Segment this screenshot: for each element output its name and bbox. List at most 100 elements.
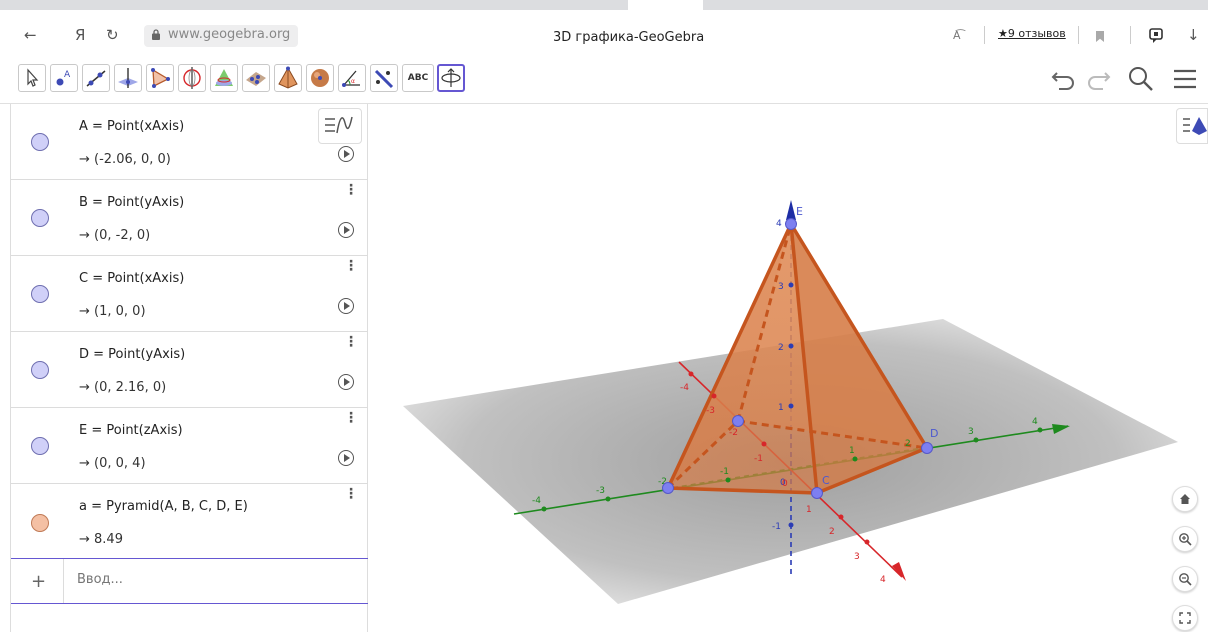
definition-text: D = Point(yAxis) [79, 347, 186, 362]
point-e[interactable] [785, 218, 797, 230]
reflect-tool-icon[interactable] [370, 64, 398, 92]
zoom-out-icon[interactable] [1172, 566, 1198, 592]
edge-ab-hidden [666, 419, 740, 490]
algebra-row-c[interactable]: C = Point(xAxis) → (1, 0, 0) ⋮ [11, 256, 368, 332]
svg-text:A: A [64, 70, 71, 80]
browser-logo-icon[interactable]: Я [75, 26, 86, 44]
point-a[interactable] [732, 415, 744, 427]
search-icon[interactable] [1126, 64, 1156, 94]
angle-tool-icon[interactable]: α [338, 64, 366, 92]
more-options-icon[interactable]: ⋮ [344, 334, 358, 350]
point-c[interactable] [811, 487, 823, 499]
page-title: 3D графика-GeoGebra [553, 30, 705, 45]
point-label-c: C [822, 474, 830, 487]
visibility-toggle[interactable] [31, 133, 49, 151]
edge-bd-hidden [737, 419, 928, 450]
algebra-row-pyramid[interactable]: a = Pyramid(A, B, C, D, E) → 8.49 ⋮ [11, 484, 368, 558]
x-tick-label: -1 [754, 454, 763, 464]
intersect-surfaces-tool-icon[interactable] [210, 64, 238, 92]
circle-axis-tool-icon[interactable] [178, 64, 206, 92]
z-tick-label: 4 [776, 219, 782, 229]
value-text: → 8.49 [79, 532, 123, 547]
more-options-icon[interactable]: ⋮ [344, 410, 358, 426]
x-tick-label: -2 [729, 428, 738, 438]
svg-text:α: α [351, 78, 355, 85]
z-tick-label: 0 [780, 478, 786, 488]
algebra-input[interactable] [77, 572, 337, 587]
visibility-toggle[interactable] [31, 209, 49, 227]
move-tool-icon[interactable] [18, 64, 46, 92]
value-text: → (1, 0, 0) [79, 304, 146, 319]
tab-strip [0, 0, 628, 10]
translate-icon[interactable]: A͡ [953, 29, 961, 42]
edge-ae-hidden [736, 223, 793, 422]
algebra-row-a[interactable]: A = Point(xAxis) → (-2.06, 0, 0) [11, 104, 368, 180]
point-tool-icon[interactable]: A [50, 64, 78, 92]
redo-button[interactable] [1084, 64, 1114, 94]
x-tick-label: 0 [782, 479, 788, 489]
tab-strip-right [703, 0, 1208, 10]
add-input-button[interactable]: + [31, 571, 47, 592]
bookmark-icon[interactable] [1096, 31, 1104, 42]
pyramid-tool-icon[interactable] [274, 64, 302, 92]
home-icon[interactable] [1172, 486, 1198, 512]
definition-text: E = Point(zAxis) [79, 423, 183, 438]
divider [1130, 26, 1131, 44]
divider [63, 559, 64, 603]
y-tick-label: -2 [658, 477, 667, 487]
algebra-style-bar-button[interactable] [318, 108, 362, 144]
download-button[interactable]: ↓ [1187, 26, 1200, 44]
point-label-e: E [796, 205, 803, 218]
visibility-toggle[interactable] [31, 361, 49, 379]
play-animation-button[interactable] [338, 374, 354, 390]
3d-scene[interactable]: -1 0 1 2 3 4 -4 -3 -2 -1 1 2 3 4 -4 -3 -… [368, 104, 1208, 632]
x-tick-label: 3 [854, 552, 860, 562]
play-animation-button[interactable] [338, 146, 354, 162]
point-d[interactable] [921, 442, 933, 454]
line-tool-icon[interactable] [82, 64, 110, 92]
play-animation-button[interactable] [338, 450, 354, 466]
algebra-row-b[interactable]: B = Point(yAxis) → (0, -2, 0) ⋮ [11, 180, 368, 256]
z-tick-label: 2 [778, 343, 784, 353]
menu-icon[interactable] [1170, 64, 1200, 94]
address-bar[interactable]: www.geogebra.org [144, 25, 299, 47]
fullscreen-icon[interactable] [1172, 605, 1198, 631]
perpendicular-plane-tool-icon[interactable] [114, 64, 142, 92]
url-text: www.geogebra.org [168, 27, 291, 42]
input-bar[interactable]: + [11, 558, 368, 604]
point-b[interactable] [662, 482, 674, 494]
undo-button[interactable] [1048, 64, 1078, 94]
algebra-row-e[interactable]: E = Point(zAxis) → (0, 0, 4) ⋮ [11, 408, 368, 484]
text-tool-label: ABC [407, 73, 429, 83]
visibility-toggle[interactable] [31, 285, 49, 303]
value-text: → (0, 2.16, 0) [79, 380, 167, 395]
text-tool-icon[interactable]: ABC [402, 64, 434, 92]
graphics-3d-view[interactable]: -1 0 1 2 3 4 -4 -3 -2 -1 1 2 3 4 -4 -3 -… [368, 104, 1208, 632]
y-axis-arrow [1052, 424, 1070, 434]
more-options-icon[interactable]: ⋮ [344, 486, 358, 502]
more-options-icon[interactable]: ⋮ [344, 182, 358, 198]
zoom-in-icon[interactable] [1172, 526, 1198, 552]
z-axis-ticks: -1 0 1 2 3 4 [772, 219, 794, 532]
edge-bc [667, 486, 818, 495]
back-button[interactable]: ← [24, 26, 37, 44]
algebra-row-d[interactable]: D = Point(yAxis) → (0, 2.16, 0) ⋮ [11, 332, 368, 408]
sphere-tool-icon[interactable] [306, 64, 334, 92]
plane-three-points-tool-icon[interactable] [242, 64, 270, 92]
y-tick-label: 3 [968, 427, 974, 437]
reload-button[interactable]: ↻ [106, 26, 119, 44]
reviews-link[interactable]: ★9 отзывов [998, 27, 1066, 40]
polygon-tool-icon[interactable] [146, 64, 174, 92]
x-axis-ticks: -4 -3 -2 -1 0 1 2 3 4 [680, 371, 886, 585]
more-options-icon[interactable]: ⋮ [344, 258, 358, 274]
visibility-toggle[interactable] [31, 437, 49, 455]
play-animation-button[interactable] [338, 298, 354, 314]
extension-icon[interactable] [1148, 27, 1166, 45]
graphics-style-bar-button[interactable] [1176, 108, 1208, 144]
value-text: → (0, 0, 4) [79, 456, 146, 471]
rotate-view-tool-icon[interactable] [437, 64, 465, 92]
visibility-toggle[interactable] [31, 514, 49, 532]
z-tick-label: 3 [778, 282, 784, 292]
play-animation-button[interactable] [338, 222, 354, 238]
definition-text: A = Point(xAxis) [79, 119, 185, 134]
